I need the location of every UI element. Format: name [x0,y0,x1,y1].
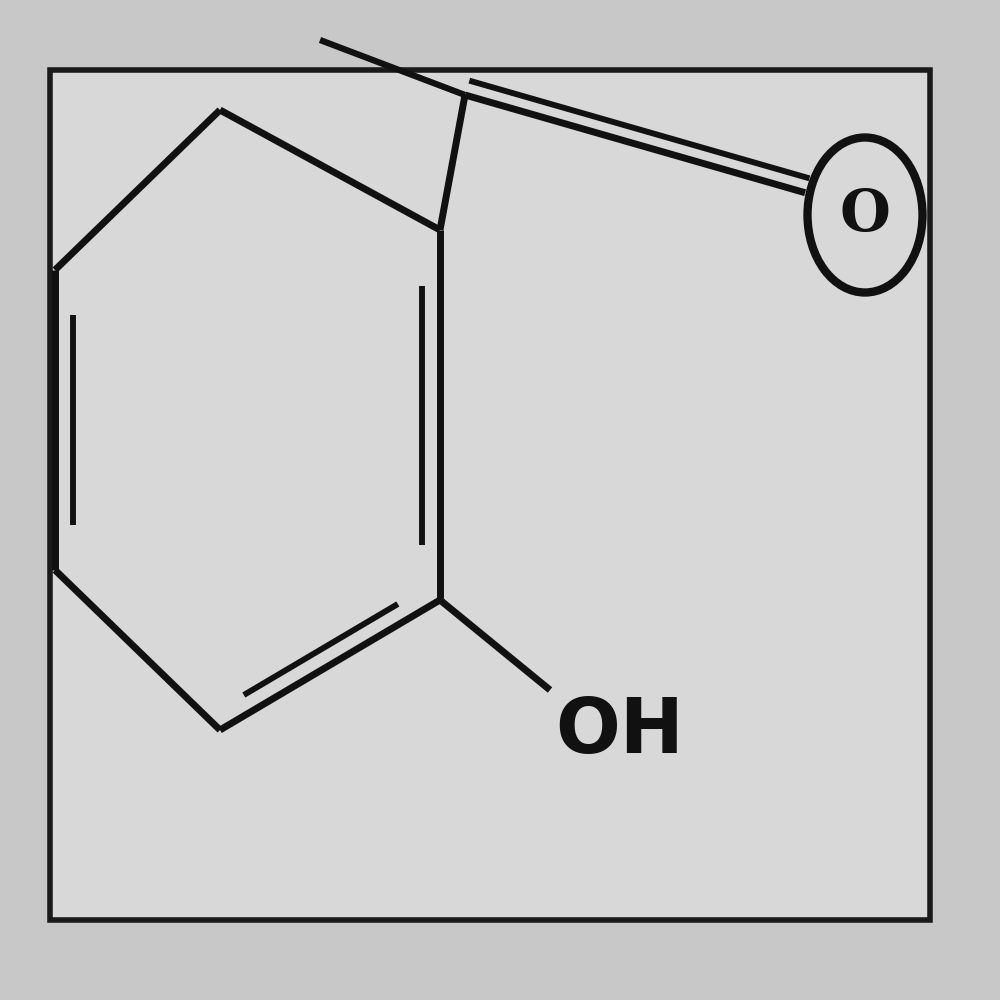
FancyBboxPatch shape [50,70,930,920]
Text: O: O [840,187,890,243]
Text: OH: OH [555,695,684,769]
Ellipse shape [808,137,922,292]
